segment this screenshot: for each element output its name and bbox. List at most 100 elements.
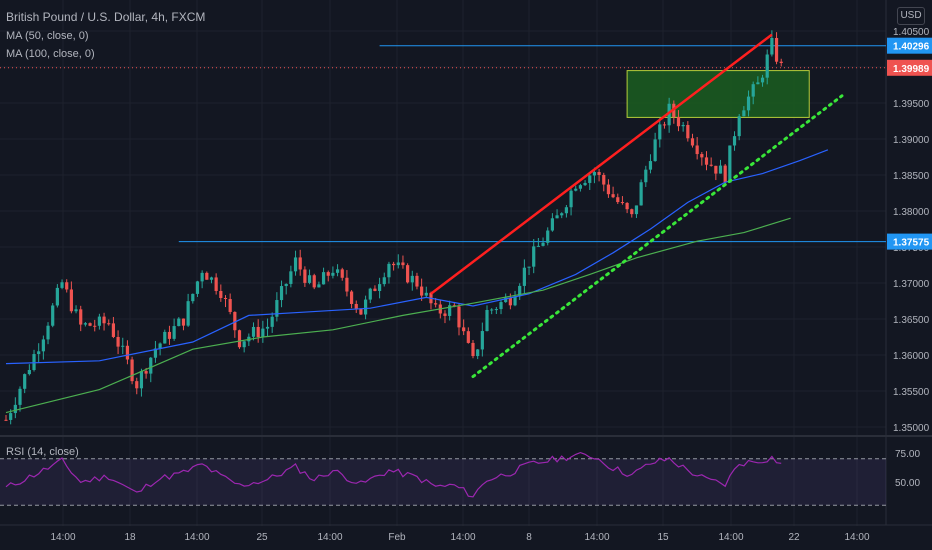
candle-body bbox=[313, 275, 316, 287]
price-tick-label: 1.35000 bbox=[893, 423, 930, 434]
candle-body bbox=[434, 303, 437, 304]
candle-body bbox=[88, 323, 91, 326]
candle-body bbox=[392, 264, 395, 265]
ma100-legend[interactable]: MA (100, close, 0) bbox=[6, 48, 95, 60]
time-tick-label: 14:00 bbox=[184, 532, 209, 543]
time-tick-label: 14:00 bbox=[50, 532, 75, 543]
candle-body bbox=[555, 215, 558, 218]
price-tick-label: 1.36500 bbox=[893, 315, 930, 326]
candle-body bbox=[159, 343, 162, 348]
candle-body bbox=[719, 166, 722, 174]
price-tick-label: 1.36000 bbox=[893, 351, 930, 362]
time-tick-label: Feb bbox=[388, 532, 406, 543]
time-tick-label: 8 bbox=[526, 532, 532, 543]
candle bbox=[728, 145, 731, 182]
candle-body bbox=[476, 349, 479, 356]
time-tick-label: 15 bbox=[657, 532, 669, 543]
candle-body bbox=[658, 124, 661, 139]
ma50-legend[interactable]: MA (50, close, 0) bbox=[6, 30, 89, 42]
candle-body bbox=[597, 172, 600, 175]
candle-body bbox=[705, 157, 708, 164]
candle-body bbox=[299, 257, 302, 269]
candle-body bbox=[738, 116, 741, 136]
time-tick-label: 18 bbox=[124, 532, 136, 543]
candle-body bbox=[663, 124, 666, 125]
candle-body bbox=[18, 389, 21, 405]
candle-body bbox=[383, 277, 386, 284]
candle-body bbox=[46, 326, 49, 340]
candle-body bbox=[364, 300, 367, 315]
rsi-tick-label: 50.00 bbox=[895, 478, 920, 489]
candle-body bbox=[616, 197, 619, 202]
candle-body bbox=[770, 38, 773, 55]
candle-body bbox=[401, 262, 404, 265]
candle-body bbox=[37, 351, 40, 354]
candle-body bbox=[56, 288, 59, 306]
candle-body bbox=[583, 183, 586, 185]
candle-body bbox=[210, 277, 213, 279]
candle-body bbox=[317, 284, 320, 287]
candle-body bbox=[471, 343, 474, 356]
candle-body bbox=[443, 314, 446, 316]
candle-body bbox=[79, 309, 82, 324]
candle-body bbox=[742, 110, 745, 116]
price-badge-text: 1.40296 bbox=[893, 42, 930, 53]
currency-selector[interactable]: USD bbox=[897, 7, 925, 25]
candle-body bbox=[406, 265, 409, 282]
candle-body bbox=[677, 117, 680, 126]
candle-body bbox=[98, 317, 101, 326]
candle-body bbox=[345, 278, 348, 292]
candle-body bbox=[285, 284, 288, 286]
candle-body bbox=[140, 371, 143, 388]
candle-body bbox=[70, 289, 73, 311]
candle-body bbox=[509, 298, 512, 306]
candle-body bbox=[191, 294, 194, 301]
candle-body bbox=[373, 289, 376, 291]
candle-body bbox=[327, 272, 330, 276]
candle-body bbox=[467, 331, 470, 343]
candle-body bbox=[527, 267, 530, 268]
candle-body bbox=[523, 268, 526, 286]
candle-body bbox=[116, 337, 119, 347]
candle-body bbox=[574, 189, 577, 191]
candle bbox=[238, 330, 241, 349]
candle-body bbox=[126, 346, 129, 360]
candle-body bbox=[560, 213, 563, 215]
time-tick-label: 14:00 bbox=[450, 532, 475, 543]
candle-body bbox=[294, 257, 297, 271]
candle-body bbox=[130, 359, 133, 381]
candle-body bbox=[51, 305, 54, 325]
candle-body bbox=[640, 182, 643, 205]
candle-body bbox=[215, 277, 218, 291]
candle-body bbox=[747, 97, 750, 111]
candle-body bbox=[149, 358, 152, 374]
candle-body bbox=[733, 136, 736, 145]
rsi-band bbox=[0, 459, 886, 505]
candle-body bbox=[219, 291, 222, 298]
candle-body bbox=[196, 281, 199, 294]
candle-body bbox=[593, 172, 596, 175]
candle-body bbox=[266, 327, 269, 329]
rsi-legend[interactable]: RSI (14, close) bbox=[6, 446, 79, 458]
price-tick-label: 1.38000 bbox=[893, 207, 930, 218]
candle-body bbox=[74, 309, 77, 311]
rsi-tick-label: 75.00 bbox=[895, 449, 920, 460]
candle-body bbox=[350, 292, 353, 304]
candle-body bbox=[4, 420, 7, 421]
candle-body bbox=[201, 273, 204, 282]
candle-body bbox=[252, 327, 255, 337]
candle-body bbox=[336, 269, 339, 272]
candle-body bbox=[495, 309, 498, 310]
candle-body bbox=[485, 310, 488, 331]
candle-body bbox=[289, 271, 292, 284]
candle-body bbox=[682, 125, 685, 126]
candle-body bbox=[626, 203, 629, 209]
candle-body bbox=[780, 62, 783, 63]
candle-body bbox=[541, 243, 544, 246]
candle-body bbox=[481, 331, 484, 349]
candle-body bbox=[182, 319, 185, 326]
candle-body bbox=[756, 82, 759, 84]
candle-body bbox=[173, 326, 176, 339]
candle-body bbox=[710, 165, 713, 166]
